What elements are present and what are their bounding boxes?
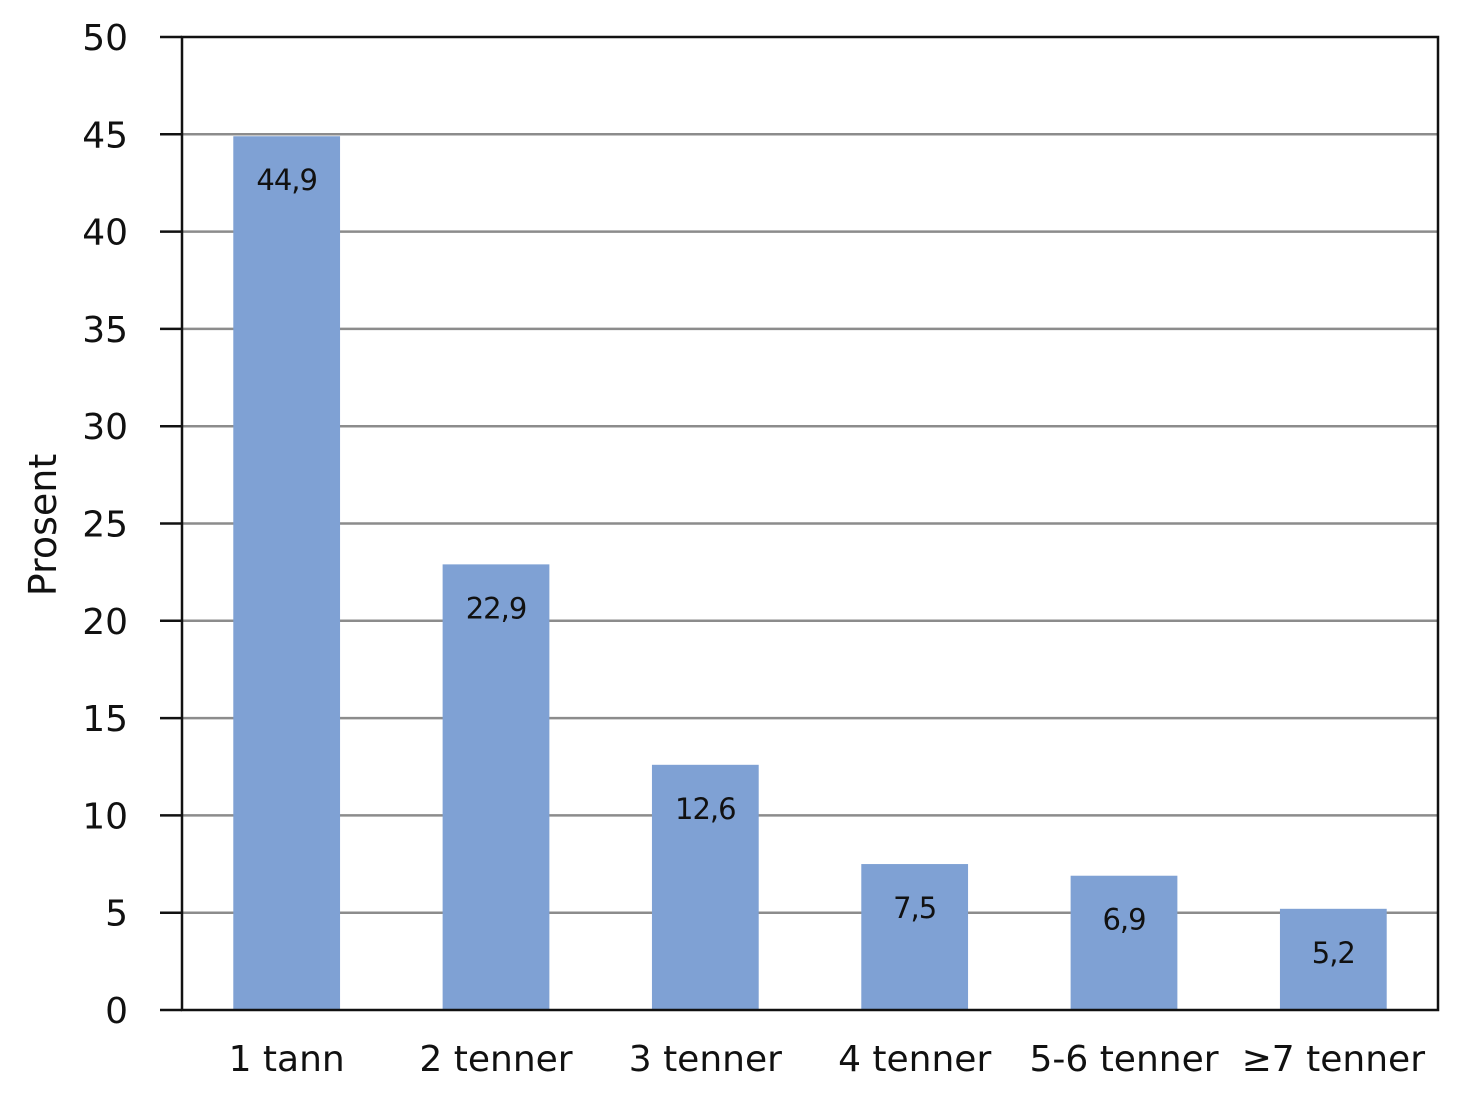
y-tick-label: 15 [82,699,128,740]
bar [442,564,550,1010]
y-tick-label: 50 [82,18,128,59]
data-label: 7,5 [893,891,936,925]
y-tick-label: 35 [82,310,128,351]
x-tick-label: 2 tenner [419,1039,572,1080]
y-tick-label: 0 [105,991,128,1032]
x-tick-label: 1 tann [229,1039,345,1080]
data-label: 44,9 [256,163,317,197]
plot-frame [180,35,1440,1012]
y-tick-label: 5 [105,894,128,935]
x-tick-label: 5-6 tenner [1029,1039,1218,1080]
y-tick-label: 10 [82,796,128,837]
y-tick-label: 45 [82,115,128,156]
y-tick-label: 30 [82,407,128,448]
data-label: 22,9 [466,591,527,625]
x-tick-label: 4 tenner [838,1039,991,1080]
x-tick-label: 3 tenner [629,1039,782,1080]
data-label: 5,2 [1312,936,1355,970]
data-labels: 44,9 22,9 12,6 7,5 6,9 5,2 [256,163,1356,970]
x-tick-label: ≥7 tenner [1242,1039,1426,1080]
bar [233,136,341,1011]
bars [233,136,1387,1011]
y-tick-label: 20 [82,602,128,643]
data-label: 6,9 [1102,903,1145,937]
bar [1070,875,1178,1010]
bar [651,764,759,1010]
bar [861,864,969,1010]
y-tick-label: 25 [82,505,128,546]
y-axis-title: Prosent [21,454,65,596]
bar [1279,908,1387,1010]
gridlines [182,133,1438,914]
y-tick-label: 40 [82,213,128,254]
data-label: 12,6 [675,792,736,826]
axes: 0 5 10 15 20 25 30 35 40 45 50 1 tann 2 tenner 3 tenn… [82,18,1440,1080]
